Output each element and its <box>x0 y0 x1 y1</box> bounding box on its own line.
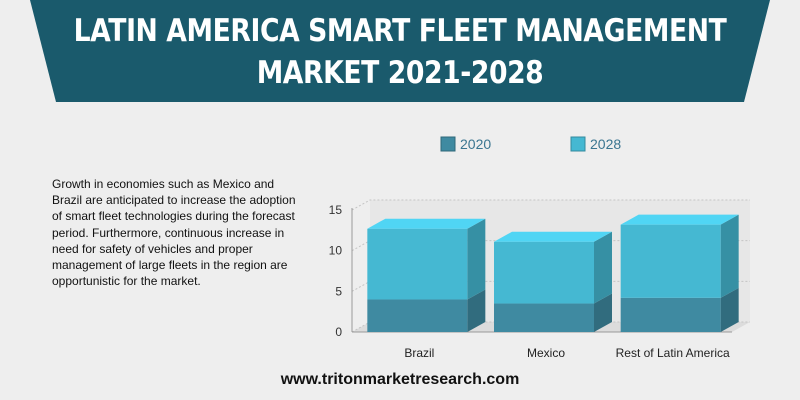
bar-side-2028 <box>720 214 739 298</box>
x-tick-label: Brazil <box>404 346 434 360</box>
y-tick-label: 0 <box>335 325 342 339</box>
bar-top-2028 <box>620 214 739 225</box>
bar-side-2020 <box>594 293 612 332</box>
bar-2028 <box>494 241 594 304</box>
legend-label-2028: 2028 <box>590 136 621 152</box>
bar-top-2028 <box>494 231 612 242</box>
bar-2028 <box>367 228 468 300</box>
legend-swatch-2028 <box>570 136 586 152</box>
bar-side-2020 <box>720 287 739 332</box>
y-tick-label: 10 <box>329 244 343 258</box>
legend-swatch-2020 <box>440 136 456 152</box>
bar-side-2020 <box>467 289 486 332</box>
banner-shape <box>30 0 770 102</box>
bar-2028 <box>620 224 721 298</box>
description-text: Growth in economies such as Mexico and B… <box>52 177 296 289</box>
bar-side-2028 <box>594 231 612 304</box>
x-tick-label: Mexico <box>527 346 565 360</box>
title-line-1: LATIN AMERICA SMART FLEET MANAGEMENT <box>73 13 727 49</box>
footer-url: www.tritonmarketresearch.com <box>280 371 520 388</box>
bar-top-2028 <box>367 218 486 229</box>
bar-2020 <box>367 299 468 332</box>
grid-line <box>351 199 750 211</box>
bar-2020 <box>494 303 594 332</box>
y-tick-label: 5 <box>335 284 342 298</box>
title-line-2: MARKET 2021-2028 <box>256 55 544 91</box>
x-tick-label: Rest of Latin America <box>616 346 730 360</box>
bar-side-2028 <box>467 218 486 300</box>
y-tick-label: 15 <box>329 203 343 217</box>
bar-2020 <box>620 297 721 332</box>
header-banner: LATIN AMERICA SMART FLEET MANAGEMENT MAR… <box>0 0 800 102</box>
page-title: LATIN AMERICA SMART FLEET MANAGEMENT MAR… <box>56 10 744 94</box>
legend-label-2020: 2020 <box>460 136 491 152</box>
